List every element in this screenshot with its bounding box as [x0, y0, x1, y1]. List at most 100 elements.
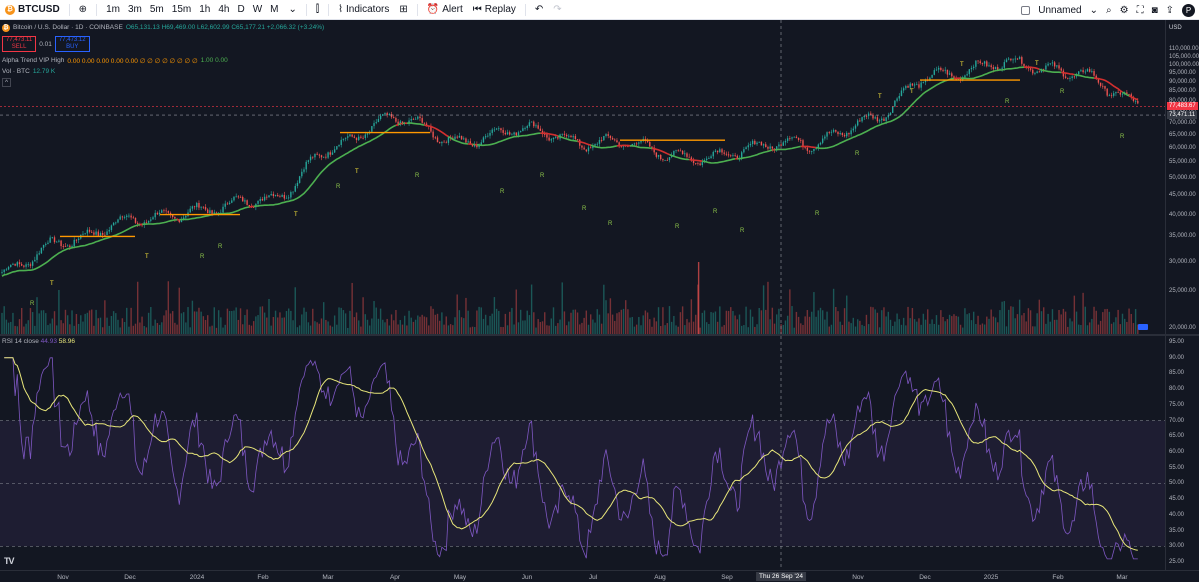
timeframe-3m[interactable]: 3m — [127, 4, 142, 15]
volume-bar — [220, 317, 222, 334]
candle-body — [515, 132, 517, 136]
timeframe-W[interactable]: W — [252, 4, 263, 15]
volume-bar — [382, 319, 384, 334]
rsi-legend[interactable]: RSI 14 close 44.93 58.96 — [2, 338, 75, 345]
candle-body — [806, 147, 809, 151]
volume-bar — [58, 289, 60, 334]
rsi-line — [4, 357, 1138, 560]
indicator-legend-row[interactable]: Alpha Trend VIP High 0.00 0.00 0.00 0.00… — [2, 55, 324, 66]
sell-button[interactable]: 77,473.11 SELL — [2, 36, 37, 52]
candle-body — [371, 126, 373, 132]
price-chart-canvas[interactable]: T R T R R T R T R R R R R R R R R R T T T R T R R — [0, 20, 1165, 334]
redo-button[interactable]: ↷ — [548, 0, 566, 20]
quick-search-icon[interactable]: ⌕ — [1105, 4, 1112, 16]
layout-name[interactable]: Unnamed — [1038, 4, 1082, 16]
volume-bar — [169, 313, 172, 334]
trend-line — [142, 219, 178, 226]
timeframe-1m[interactable]: 1m — [106, 4, 120, 15]
interval-dropdown[interactable]: ⌄ — [284, 0, 302, 20]
compare-button[interactable]: ⊕ — [74, 0, 92, 20]
currency-label[interactable]: USD — [1169, 25, 1182, 31]
trend-line — [689, 158, 703, 162]
timeframe-M[interactable]: M — [270, 4, 279, 15]
volume-bar — [721, 326, 723, 334]
volume-bar — [222, 327, 224, 334]
layout-chevron-icon[interactable]: ⌄ — [1089, 4, 1098, 16]
rsi-name: RSI 14 close — [2, 338, 39, 345]
candle-body — [544, 134, 546, 135]
buy-button[interactable]: 77,473.12 BUY — [54, 36, 90, 52]
candle-body — [467, 141, 469, 143]
user-avatar[interactable]: P — [1182, 3, 1195, 17]
timeframe-15m[interactable]: 15m — [171, 4, 192, 15]
candle-body — [690, 157, 693, 161]
alert-button[interactable]: ⏰ Alert — [422, 0, 468, 20]
price-scale[interactable]: USD 110,000.00 105,000.00 100,000.00 95,000… — [1165, 20, 1199, 334]
symbol-search[interactable]: ₿ BTCUSD — [0, 0, 65, 20]
candle-body — [881, 118, 883, 121]
price-chart-pane[interactable]: T R T R R T R T R R R R R R R R R R T T T R T R R — [0, 20, 1165, 334]
candle-body — [169, 212, 172, 215]
price-tick-label: 95,000.00 — [1169, 69, 1196, 76]
volume-bar — [1106, 308, 1108, 334]
candle-body — [530, 121, 533, 123]
candle-body — [1121, 93, 1124, 95]
timeframe-D[interactable]: D — [237, 4, 245, 15]
publish-icon[interactable]: ⇪ — [1165, 4, 1174, 16]
candle-body — [1128, 93, 1130, 95]
candle-body — [727, 154, 730, 156]
candle-body — [23, 265, 25, 267]
volume-bar — [539, 322, 542, 334]
timeframe-4h[interactable]: 4h — [218, 4, 230, 15]
volume-bar — [1071, 321, 1073, 334]
candle-body — [944, 69, 946, 71]
volume-bar — [1130, 313, 1132, 334]
volume-bar — [139, 322, 141, 334]
time-axis[interactable]: Nov Dec 2024 Feb Mar Apr May Jun Jul Aug Sep Nov Dec… — [0, 570, 1199, 582]
volume-bar — [541, 321, 544, 334]
candle-body — [270, 193, 272, 196]
collapse-legend-button[interactable]: ^ — [2, 77, 324, 88]
timeframe-1h[interactable]: 1h — [199, 4, 211, 15]
volume-bar — [1049, 321, 1051, 334]
timeframe-5m[interactable]: 5m — [149, 4, 164, 15]
tradingview-logo[interactable]: TV — [4, 556, 14, 566]
rsi-chart-canvas[interactable] — [0, 336, 1165, 570]
volume-bar — [745, 306, 747, 334]
volume-bar — [255, 316, 257, 334]
candle-body — [605, 134, 607, 137]
templates-button[interactable]: ⊞ — [394, 0, 412, 20]
candle-body — [235, 196, 237, 198]
volume-bar — [390, 314, 393, 334]
candle-body — [478, 144, 480, 148]
candle-body — [795, 136, 798, 138]
settings-gear-icon[interactable]: ⚙ — [1119, 4, 1129, 16]
undo-button[interactable]: ↶ — [530, 0, 548, 20]
fullscreen-icon[interactable]: ⛶ — [1136, 4, 1144, 16]
volume-bar — [1043, 307, 1045, 334]
divider — [416, 3, 418, 16]
indicators-button[interactable]: ⌇ Indicators — [333, 0, 394, 20]
camera-icon[interactable]: ◙ — [1151, 4, 1158, 16]
candle-body — [826, 132, 828, 137]
volume-bar — [979, 324, 981, 334]
candle-body — [765, 144, 767, 148]
rsi-pane[interactable] — [0, 336, 1165, 570]
volume-bar — [638, 317, 640, 334]
signal-label: T — [960, 62, 964, 68]
volume-bar — [460, 317, 463, 334]
time-tick-label: Feb — [257, 574, 269, 581]
chart-type-button[interactable]: ⫿ — [311, 0, 324, 20]
volume-bar — [867, 324, 870, 334]
candle-body — [743, 149, 745, 153]
volume-bar — [252, 321, 255, 334]
candle-body — [25, 264, 27, 267]
replay-button[interactable]: ⏮ Replay — [468, 0, 521, 20]
pane-divider[interactable] — [0, 334, 1199, 336]
volume-legend-row[interactable]: Vol · BTC 12.79 K — [2, 66, 324, 77]
candle-body — [298, 176, 301, 183]
layout-checkbox[interactable] — [1021, 5, 1031, 15]
trend-line — [476, 132, 541, 147]
candle-body — [846, 132, 848, 137]
rsi-scale[interactable]: 95.00 90.00 85.00 80.00 75.00 70.00 65.00 60.00… — [1165, 336, 1199, 570]
